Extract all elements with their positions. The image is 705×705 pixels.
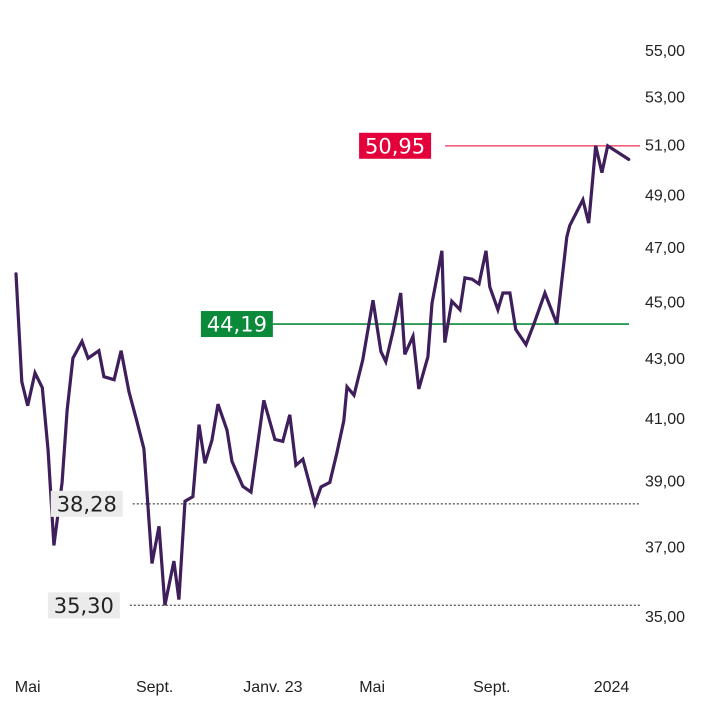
y-tick-label: 51,00: [645, 138, 685, 155]
reference-label-box-last-ref: [200, 311, 273, 338]
x-axis: Mai Sept. Janv. 23 Mai Sept. 2024: [15, 679, 630, 696]
y-tick-label: 39,00: [645, 473, 685, 490]
reference-label-last-ref: 44,19: [207, 313, 267, 337]
y-axis: 55,00 53,00 51,00 49,00 47,00 45,00 43,00 41,00…: [645, 43, 685, 626]
x-tick-label: 2024: [594, 679, 630, 696]
x-tick-label: Janv. 23: [243, 679, 302, 696]
reference-label-box-max: [359, 132, 432, 159]
y-tick-label: 47,00: [645, 240, 685, 257]
reference-labels: 50,95 44,19 38,28 35,30: [47, 132, 432, 619]
y-tick-label: 37,00: [645, 539, 685, 556]
reference-label-level-high: 38,28: [57, 492, 117, 516]
x-tick-label: Sept.: [136, 679, 173, 696]
x-tick-label: Mai: [359, 679, 385, 696]
reference-lines: [129, 144, 640, 606]
y-tick-label: 35,00: [645, 609, 685, 626]
price-line: [14, 143, 631, 606]
reference-label-box-level-high: [50, 490, 123, 517]
y-tick-label: 53,00: [645, 89, 685, 106]
y-tick-label: 45,00: [645, 294, 685, 311]
y-tick-label: 41,00: [645, 411, 685, 428]
y-tick-label: 49,00: [645, 188, 685, 205]
reference-label-max: 50,95: [365, 134, 425, 158]
reference-label-min: 35,30: [54, 594, 114, 618]
x-tick-label: Sept.: [473, 679, 510, 696]
reference-label-box-min: [47, 592, 120, 619]
x-tick-label: Mai: [15, 679, 41, 696]
y-tick-label: 55,00: [645, 43, 685, 60]
y-tick-label: 43,00: [645, 351, 685, 368]
